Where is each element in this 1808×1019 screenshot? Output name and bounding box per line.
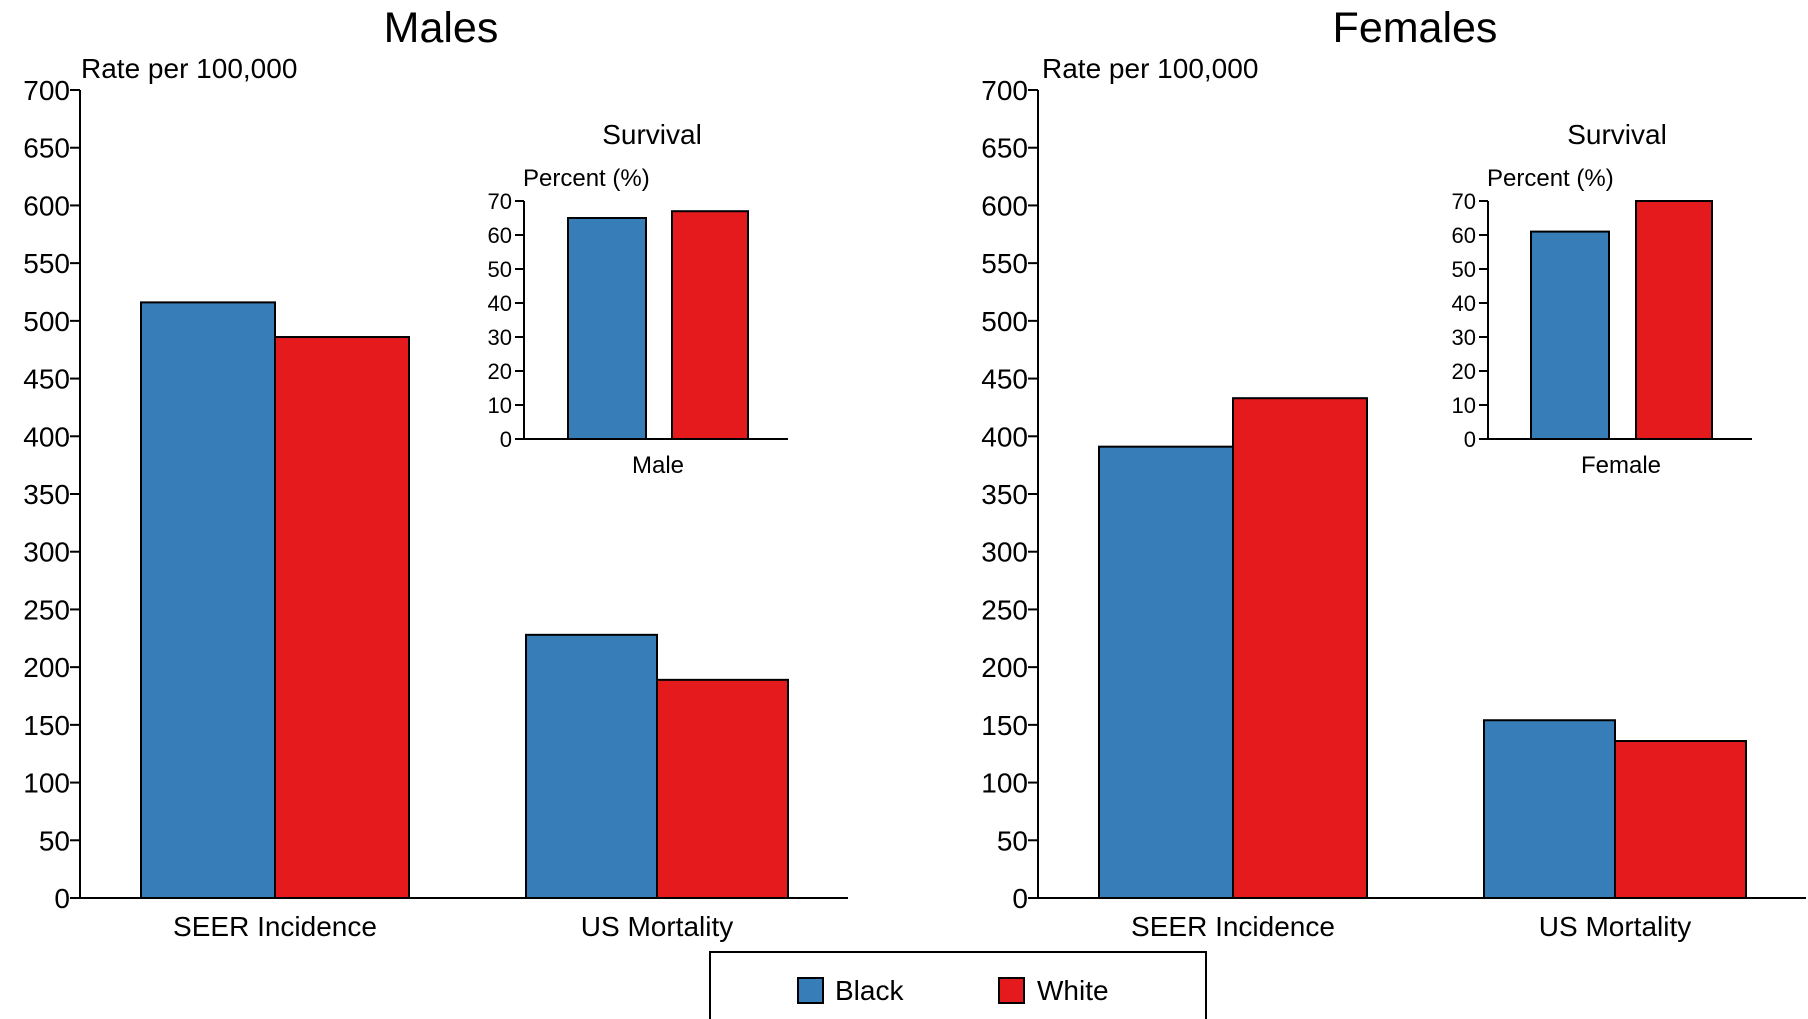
legend-swatch-black	[797, 977, 824, 1004]
bar-white	[1232, 397, 1368, 899]
y-tick-label: 300	[981, 537, 1028, 568]
y-tick-label: 350	[981, 479, 1028, 510]
y-tick-label: 150	[23, 710, 70, 741]
inset-y-tick-label: 10	[488, 393, 512, 418]
inset-bar-white	[1635, 200, 1713, 440]
y-axis-label: Rate per 100,000	[1042, 53, 1258, 84]
inset-y-tick-label: 30	[488, 325, 512, 350]
inset-y-tick-label: 70	[1452, 189, 1476, 214]
y-tick-label: 150	[981, 710, 1028, 741]
inset-y-tick-label: 40	[1452, 291, 1476, 316]
inset-x-tick-label: Male	[632, 452, 684, 479]
y-tick-label: 650	[981, 133, 1028, 164]
x-tick-label: SEER Incidence	[1131, 911, 1335, 942]
inset-bar-black	[1530, 230, 1610, 440]
inset-title: Survival	[602, 119, 702, 150]
inset-x-tick-label: Female	[1581, 452, 1661, 479]
inset-y-tick-label: 50	[1452, 257, 1476, 282]
y-axis-label: Rate per 100,000	[81, 53, 297, 84]
chart-title: Females	[1333, 4, 1498, 52]
inset-y-tick-label: 60	[488, 223, 512, 248]
inset-y-tick-label: 70	[488, 189, 512, 214]
legend-label-white: White	[1037, 975, 1109, 1006]
legend-swatch-white	[998, 977, 1025, 1004]
bar-black	[525, 633, 658, 900]
y-tick-label: 50	[997, 825, 1028, 856]
inset-y-tick-label: 60	[1452, 223, 1476, 248]
y-tick-label: 700	[23, 75, 70, 106]
y-tick-label: 700	[981, 75, 1028, 106]
y-tick-label: 550	[981, 248, 1028, 279]
inset-y-axis-label: Percent (%)	[523, 165, 650, 192]
inset-bar-black	[567, 217, 647, 440]
inset-y-tick-label: 0	[500, 427, 512, 452]
inset-y-tick-label: 20	[1452, 359, 1476, 384]
y-tick-label: 500	[981, 306, 1028, 337]
bar-white	[1614, 740, 1747, 900]
y-tick-label: 250	[23, 594, 70, 625]
y-tick-label: 350	[23, 479, 70, 510]
bar-black	[1098, 445, 1234, 899]
y-tick-label: 200	[981, 652, 1028, 683]
legend-box	[709, 951, 1207, 1019]
y-tick-label: 600	[23, 190, 70, 221]
inset-y-axis-label: Percent (%)	[1487, 165, 1614, 192]
inset-y-tick-label: 40	[488, 291, 512, 316]
y-tick-label: 450	[981, 364, 1028, 395]
x-tick-label: US Mortality	[581, 911, 733, 942]
y-tick-label: 500	[23, 306, 70, 337]
y-tick-label: 100	[981, 768, 1028, 799]
legend-label-black: Black	[835, 975, 904, 1006]
chart-title: Males	[384, 4, 499, 52]
survival-inset: Survival Percent (%) 0 10 20 30 40 50 60 70 Female	[1452, 119, 1752, 479]
y-tick-label: 250	[981, 594, 1028, 625]
inset-y-tick-label: 20	[488, 359, 512, 384]
legend: Black White	[709, 951, 1207, 1019]
inset-bar-white	[671, 210, 749, 440]
y-tick-label: 550	[23, 248, 70, 279]
y-tick-label: 100	[23, 768, 70, 799]
inset-y-tick-label: 0	[1464, 427, 1476, 452]
y-tick-label: 600	[981, 190, 1028, 221]
y-tick-label: 450	[23, 364, 70, 395]
x-tick-label: SEER Incidence	[173, 911, 377, 942]
y-tick-label: 50	[39, 825, 70, 856]
survival-inset: Survival Percent (%) 0 10 20 30 40 50 60 70 Male	[488, 119, 788, 479]
y-tick-label: 0	[1012, 883, 1028, 914]
x-tick-label: US Mortality	[1539, 911, 1691, 942]
y-tick-label: 200	[23, 652, 70, 683]
bar-white	[274, 336, 410, 899]
inset-y-tick-label: 10	[1452, 393, 1476, 418]
y-tick-label: 650	[23, 133, 70, 164]
inset-y-tick-label: 50	[488, 257, 512, 282]
y-tick-label: 400	[981, 421, 1028, 452]
bar-black	[140, 301, 276, 900]
inset-y-tick-label: 30	[1452, 325, 1476, 350]
inset-title: Survival	[1567, 119, 1667, 150]
y-tick-label: 400	[23, 421, 70, 452]
y-tick-label: 0	[54, 883, 70, 914]
y-tick-label: 300	[23, 537, 70, 568]
bar-white	[656, 678, 789, 900]
bar-black	[1483, 719, 1616, 899]
